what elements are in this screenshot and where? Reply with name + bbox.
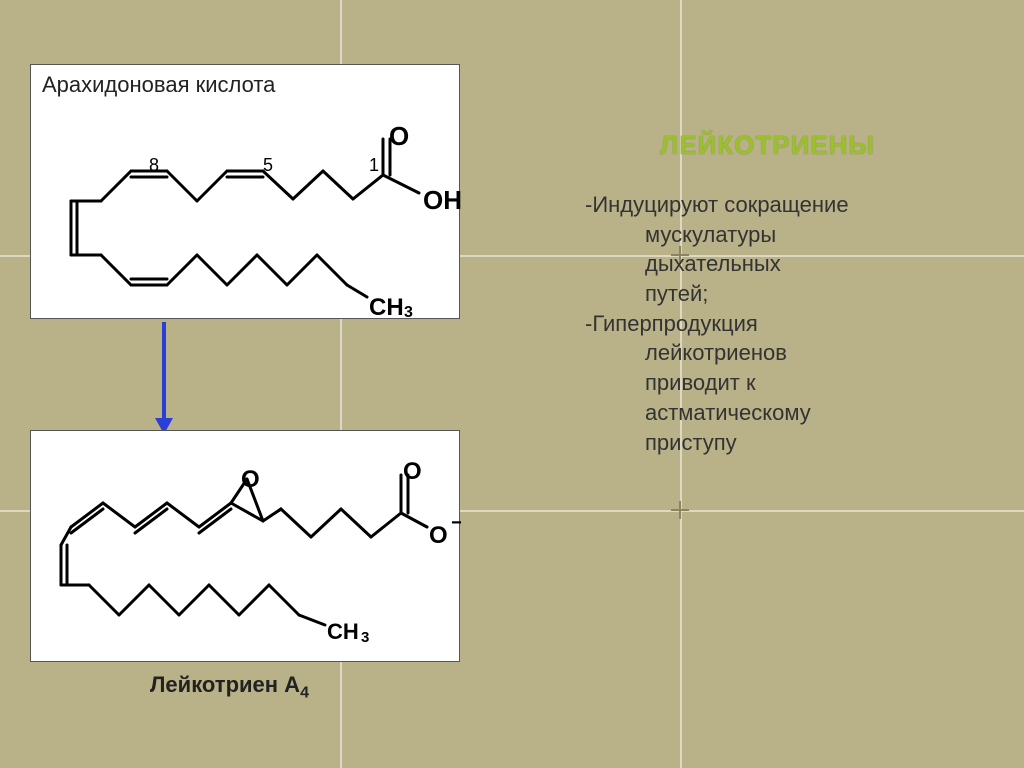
- bullet-continuation: астматическому: [585, 398, 1005, 428]
- bullet-continuation: путей;: [585, 279, 1005, 309]
- svg-text:O: O: [429, 522, 448, 549]
- structure-panel-leukotriene: OOO−CH3: [30, 430, 460, 662]
- section-heading: ЛЕЙКОТРИЕНЫ: [660, 130, 875, 161]
- reaction-arrow-icon: [162, 322, 166, 422]
- panel-title-top: Арахидоновая кислота: [42, 72, 275, 98]
- svg-text:1: 1: [369, 155, 379, 175]
- body-text: -Индуцируют сокращениемускулатурыдыхател…: [585, 190, 1005, 457]
- grid-cross-icon: [671, 501, 689, 519]
- panel-caption-bottom: Лейкотриен А4: [150, 672, 309, 702]
- svg-text:CH: CH: [327, 619, 359, 644]
- svg-text:O: O: [389, 121, 409, 151]
- bullet-continuation: мускулатуры: [585, 220, 1005, 250]
- svg-text:3: 3: [404, 304, 413, 320]
- svg-text:OH: OH: [423, 185, 461, 215]
- svg-text:O: O: [241, 466, 260, 493]
- svg-text:−: −: [451, 512, 461, 534]
- svg-text:O: O: [403, 458, 422, 485]
- caption-subscript: 4: [300, 684, 309, 701]
- bullet-item: -Индуцируют сокращениемускулатурыдыхател…: [585, 190, 1005, 309]
- caption-text: Лейкотриен А: [150, 672, 300, 697]
- bullet-item: -Гиперпродукциялейкотриеновприводит каст…: [585, 309, 1005, 457]
- arachidonic-acid-structure: 8 5 1O OH CH3: [31, 65, 461, 320]
- bullet-continuation: дыхательных: [585, 249, 1005, 279]
- structure-panel-arachidonic: 8 5 1O OH CH3: [30, 64, 460, 319]
- svg-text:CH: CH: [369, 294, 404, 320]
- bullet-lead: -Индуцируют сокращение: [585, 190, 1005, 220]
- svg-text:8: 8: [149, 155, 159, 175]
- svg-text:5: 5: [263, 155, 273, 175]
- bullet-continuation: приступу: [585, 428, 1005, 458]
- svg-text:3: 3: [361, 629, 369, 646]
- bullet-continuation: лейкотриенов: [585, 338, 1005, 368]
- leukotriene-a4-structure: OOO−CH3: [31, 431, 461, 663]
- bullet-continuation: приводит к: [585, 368, 1005, 398]
- bullet-lead: -Гиперпродукция: [585, 309, 1005, 339]
